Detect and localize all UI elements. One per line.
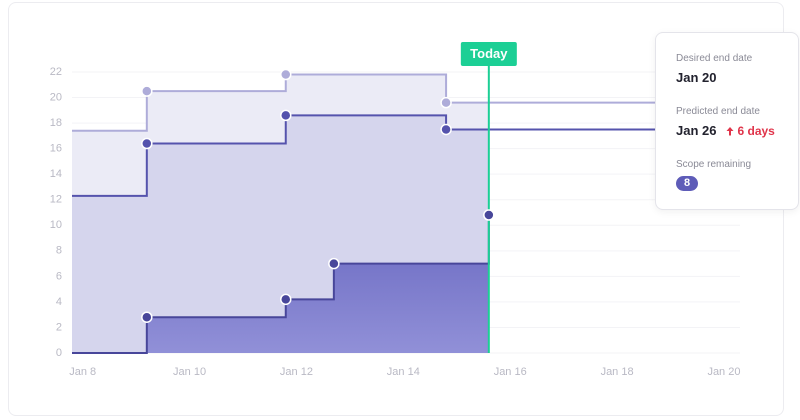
card-value: Jan 20 xyxy=(676,70,717,85)
arrow-up-icon xyxy=(726,127,734,136)
data-point xyxy=(141,137,153,150)
x-tick-label: Jan 18 xyxy=(601,366,634,378)
y-tick-label: 18 xyxy=(50,117,62,129)
data-point xyxy=(141,311,153,323)
today-badge xyxy=(460,42,517,66)
data-point xyxy=(141,85,153,97)
y-tick-label: 20 xyxy=(50,91,62,103)
y-tick-label: 16 xyxy=(50,143,62,155)
x-tick-label: Jan 12 xyxy=(280,366,313,378)
card-value: Jan 26 6 days xyxy=(676,123,775,138)
y-tick-label: 12 xyxy=(50,194,62,206)
x-tick-label: Jan 20 xyxy=(707,366,740,378)
today-label: Today xyxy=(470,46,508,61)
y-tick-label: 8 xyxy=(56,245,62,257)
delta: 6 days xyxy=(726,124,775,138)
card-label: Desired end date xyxy=(676,53,753,64)
forecast-card: Desired end date Jan 20 Predicted end da… xyxy=(655,32,799,210)
data-point xyxy=(280,68,292,81)
data-point xyxy=(440,96,452,109)
data-point xyxy=(483,209,495,221)
x-tick-label: Jan 10 xyxy=(173,366,206,378)
data-point xyxy=(280,293,292,306)
card-label: Scope remaining xyxy=(676,159,752,170)
y-tick-label: 10 xyxy=(50,219,62,231)
series-area xyxy=(72,263,489,353)
y-tick-label: 6 xyxy=(56,270,62,282)
x-tick-label: Jan 14 xyxy=(387,366,420,378)
y-tick-label: 4 xyxy=(56,296,62,308)
y-tick-label: 2 xyxy=(56,321,62,333)
y-tick-label: 0 xyxy=(56,347,62,359)
x-tick-label: Jan 8 xyxy=(69,366,96,378)
data-point xyxy=(280,109,292,122)
predicted-date: Jan 26 xyxy=(676,123,717,138)
y-tick-label: 14 xyxy=(50,168,62,180)
delta-text: 6 days xyxy=(737,124,775,138)
data-point xyxy=(440,123,452,136)
card-label: Predicted end date xyxy=(676,106,760,117)
data-point xyxy=(328,257,340,270)
y-tick-label: 22 xyxy=(50,66,62,78)
scope-badge: 8 xyxy=(676,176,698,191)
x-tick-label: Jan 16 xyxy=(494,366,527,378)
